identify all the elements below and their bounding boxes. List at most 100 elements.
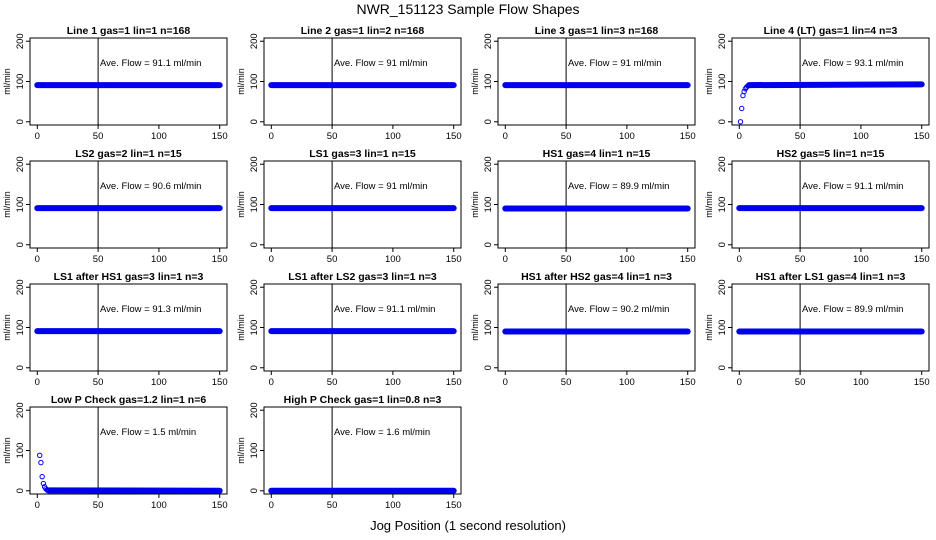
data-point: [663, 205, 669, 212]
data-point: [760, 205, 766, 211]
data-point: [443, 488, 450, 494]
chart-title: Line 1 gas=1 lin=1 n=168: [67, 25, 191, 37]
data-point: [802, 205, 808, 211]
data-point: [394, 488, 400, 494]
data-point: [357, 82, 364, 88]
data-point: [370, 488, 377, 494]
data-point: [294, 82, 300, 88]
data-point: [577, 82, 583, 88]
data-point: [588, 82, 594, 88]
data-point: [71, 328, 77, 334]
data-point: [60, 328, 66, 334]
data-point: [816, 328, 823, 335]
data-point: [829, 328, 836, 335]
data-point: [857, 81, 863, 88]
data-point: [312, 328, 318, 334]
data-point: [38, 459, 44, 466]
data-point: [824, 205, 830, 211]
data-point: [506, 205, 512, 212]
x-tick-label: 100: [853, 131, 869, 142]
y-tick-label: 0: [483, 242, 494, 247]
data-point: [354, 205, 360, 211]
data-point: [74, 328, 81, 334]
data-point: [308, 205, 315, 211]
data-point: [779, 82, 785, 88]
data-point: [815, 82, 822, 88]
data-point: [113, 328, 119, 334]
data-point: [279, 488, 285, 494]
data-point: [797, 82, 803, 88]
data-point: [125, 205, 132, 211]
data-point: [429, 328, 435, 334]
data-point: [604, 328, 611, 335]
data-point: [357, 328, 364, 334]
data-point: [557, 82, 563, 88]
data-point: [666, 82, 673, 88]
data-point: [207, 328, 214, 334]
data-point: [630, 328, 636, 335]
data-point: [279, 82, 285, 88]
data-point: [586, 82, 592, 88]
data-point: [632, 82, 638, 88]
data-point: [140, 205, 146, 211]
data-point: [785, 328, 792, 335]
data-point: [874, 81, 880, 88]
data-point: [912, 81, 918, 88]
data-point: [85, 205, 92, 211]
data-point: [63, 328, 70, 334]
data-point: [47, 328, 53, 334]
data-point: [608, 328, 614, 335]
data-point: [539, 205, 545, 212]
data-point: [599, 205, 605, 212]
data-point: [893, 205, 899, 211]
y-tick-label: 100: [15, 320, 26, 336]
data-point: [206, 328, 212, 334]
data-point: [418, 328, 424, 334]
data-point: [887, 205, 894, 211]
data-point: [388, 488, 395, 494]
data-point: [551, 205, 558, 212]
data-point: [82, 82, 88, 88]
data-point: [445, 488, 451, 494]
data-point: [906, 328, 912, 335]
data-point: [162, 328, 168, 334]
data-point: [213, 488, 219, 494]
data-point: [127, 205, 134, 211]
data-point: [740, 205, 746, 211]
data-point: [52, 82, 59, 88]
data-point: [303, 328, 309, 334]
data-point: [745, 205, 752, 211]
data-point: [339, 82, 346, 88]
data-point: [388, 82, 395, 88]
data-point: [107, 328, 113, 334]
data-point: [178, 82, 185, 88]
data-point: [778, 205, 784, 211]
data-point: [317, 82, 324, 88]
data-point: [145, 328, 152, 334]
data-point: [378, 328, 384, 334]
data-point: [63, 487, 70, 494]
y-tick-label: 100: [717, 197, 728, 213]
data-point: [63, 205, 70, 211]
data-point: [343, 205, 349, 211]
data-point: [295, 328, 302, 334]
data-point: [601, 82, 607, 88]
data-point: [213, 205, 219, 211]
data-point: [316, 488, 322, 494]
data-point: [180, 205, 186, 211]
data-point: [341, 82, 347, 88]
data-point: [528, 328, 534, 335]
data-point: [202, 328, 208, 334]
data-point: [613, 82, 620, 88]
data-point: [808, 82, 814, 88]
data-point: [758, 205, 764, 211]
data-point: [193, 328, 199, 334]
data-point: [154, 205, 161, 211]
data-point: [171, 205, 177, 211]
data-point: [215, 205, 221, 211]
data-point: [357, 205, 364, 211]
data-point: [830, 82, 836, 88]
data-point: [285, 82, 291, 88]
data-point: [306, 488, 313, 494]
data-point: [626, 82, 633, 88]
